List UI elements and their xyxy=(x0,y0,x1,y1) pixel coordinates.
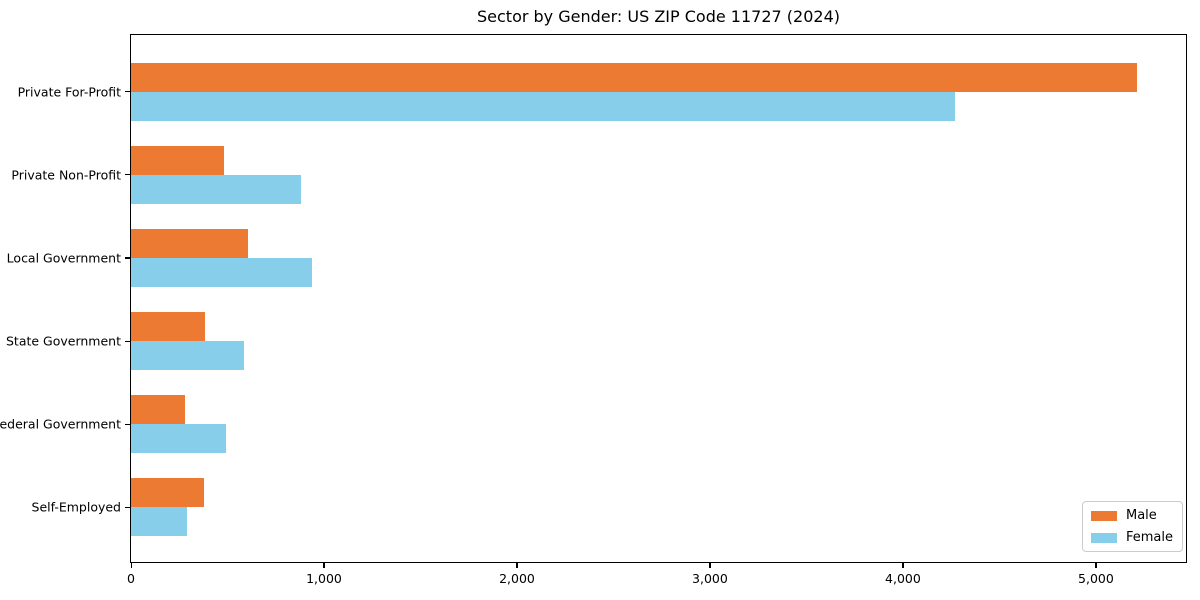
x-axis-tick xyxy=(516,562,518,568)
y-tick-label: Federal Government xyxy=(0,416,121,432)
legend-label-female: Female xyxy=(1125,530,1173,545)
bar-female-1 xyxy=(131,92,956,121)
x-tick-label: 5,000 xyxy=(1078,571,1114,586)
chart-title: Sector by Gender: US ZIP Code 11727 (202… xyxy=(477,7,840,26)
x-tick-label: 0 xyxy=(127,571,135,586)
bar-male-1 xyxy=(131,63,1137,92)
y-axis-tick xyxy=(125,174,131,176)
legend-item-female: Female xyxy=(1090,530,1173,545)
legend: Male Female xyxy=(1081,501,1183,552)
legend-label-male: Male xyxy=(1125,508,1157,523)
y-tick-label: Self-Employed xyxy=(31,499,121,515)
bar-female-3 xyxy=(131,258,313,287)
y-tick-label: Local Government xyxy=(6,250,121,266)
x-axis-tick xyxy=(1095,562,1097,568)
y-axis-tick xyxy=(125,340,131,342)
y-axis-tick xyxy=(125,91,131,93)
plot-area: Male Female Private For-Profit Private No… xyxy=(0,34,1187,586)
bar-male-6 xyxy=(131,478,205,507)
y-axis-tick xyxy=(125,423,131,425)
y-axis-tick xyxy=(125,506,131,509)
x-axis-tick xyxy=(323,562,325,568)
x-tick-label: 1,000 xyxy=(306,571,342,586)
x-axis-tick xyxy=(902,562,904,568)
bar-female-6 xyxy=(131,507,187,536)
x-axis-tick xyxy=(130,562,132,568)
bar-male-5 xyxy=(131,395,185,424)
bar-female-2 xyxy=(131,175,301,204)
female-color-swatch xyxy=(1090,532,1117,543)
x-tick-label: 2,000 xyxy=(499,571,535,586)
x-tick-label: 4,000 xyxy=(885,571,921,586)
bar-male-2 xyxy=(131,146,224,175)
x-tick-label: 3,000 xyxy=(692,571,728,586)
bar-female-4 xyxy=(131,341,244,370)
y-tick-label: Private Non-Profit xyxy=(11,167,121,183)
bar-male-3 xyxy=(131,229,248,258)
male-color-swatch xyxy=(1090,510,1117,521)
y-tick-label: State Government xyxy=(5,333,121,349)
legend-item-male: Male xyxy=(1090,508,1173,523)
y-tick-label: Private For-Profit xyxy=(17,84,121,100)
y-axis-tick xyxy=(125,257,131,259)
bar-male-4 xyxy=(131,312,206,341)
x-axis-tick xyxy=(709,562,711,568)
bar-female-5 xyxy=(131,424,226,453)
